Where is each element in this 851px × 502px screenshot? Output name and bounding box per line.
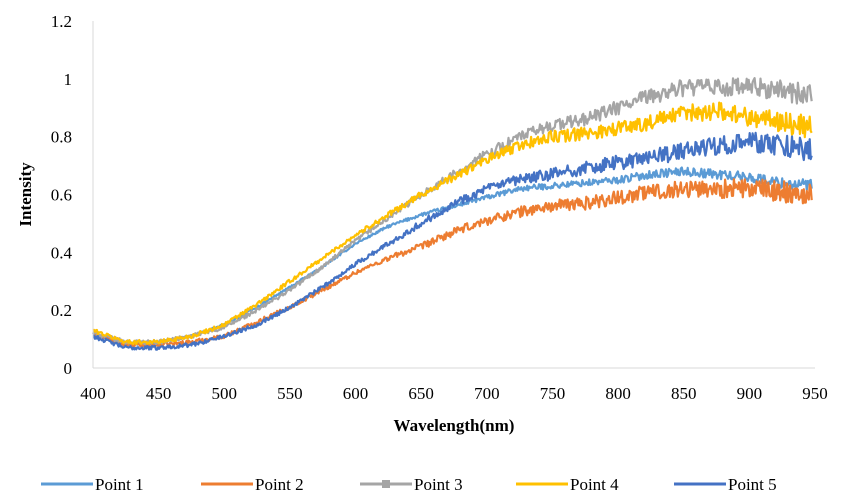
legend: Point 1 Point 2 Point 3 Point 4 Point 5: [41, 475, 777, 494]
x-tick-label: 500: [212, 384, 238, 403]
y-tick-label: 0: [64, 359, 73, 378]
series-line-4: [92, 101, 813, 346]
legend-marker: [382, 480, 390, 488]
legend-item: Point 1: [41, 475, 144, 494]
y-axis: 0 0.2 0.4 0.6 0.8 1 1.2: [51, 12, 94, 378]
x-tick-label: 600: [343, 384, 369, 403]
series-line-3: [92, 76, 813, 346]
legend-label: Point 2: [255, 475, 304, 494]
legend-label: Point 1: [95, 475, 144, 494]
x-tick-label: 650: [408, 384, 434, 403]
y-axis-title: Intensity: [16, 162, 35, 227]
series-line-5: [92, 131, 813, 351]
x-axis-title: Wavelength(nm): [394, 416, 515, 435]
y-tick-label: 0.4: [51, 243, 73, 262]
x-tick-label: 950: [802, 384, 828, 403]
legend-item: Point 5: [674, 475, 777, 494]
x-axis: 400 450 500 550 600 650 700 750 800 850 900 950: [80, 367, 828, 403]
y-tick-label: 1: [64, 70, 73, 89]
y-tick-label: 0.6: [51, 186, 72, 205]
legend-label: Point 3: [414, 475, 463, 494]
x-tick-label: 550: [277, 384, 303, 403]
x-tick-label: 750: [540, 384, 566, 403]
x-tick-label: 800: [605, 384, 631, 403]
plot-area: [91, 76, 813, 351]
legend-label: Point 4: [570, 475, 619, 494]
legend-item: Point 4: [516, 475, 619, 494]
x-tick-label: 400: [80, 384, 106, 403]
legend-item: Point 3: [360, 475, 463, 494]
x-tick-label: 700: [474, 384, 500, 403]
legend-label: Point 5: [728, 475, 777, 494]
x-tick-label: 850: [671, 384, 697, 403]
legend-item: Point 2: [201, 475, 304, 494]
y-tick-label: 0.2: [51, 301, 72, 320]
x-tick-label: 450: [146, 384, 172, 403]
x-tick-label: 900: [737, 384, 763, 403]
y-tick-label: 1.2: [51, 12, 72, 31]
y-tick-label: 0.8: [51, 128, 72, 147]
